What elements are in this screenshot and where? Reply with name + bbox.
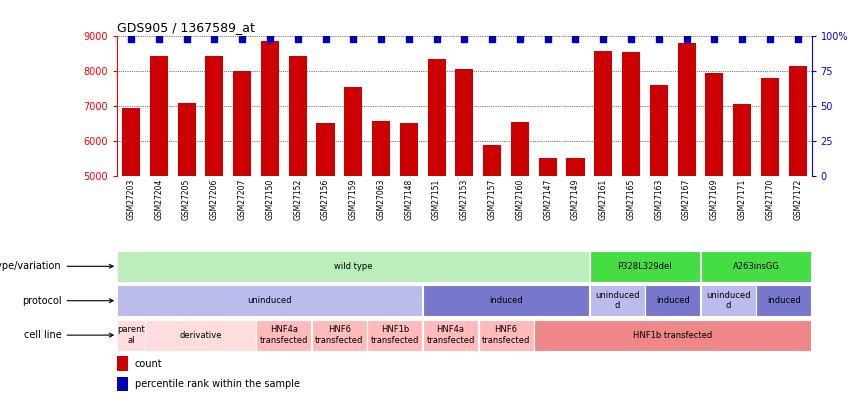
Text: GDS905 / 1367589_at: GDS905 / 1367589_at xyxy=(117,21,255,34)
Bar xyxy=(122,108,140,176)
Bar xyxy=(589,285,645,316)
Text: uninduced
d: uninduced d xyxy=(595,291,640,310)
Bar xyxy=(400,123,418,176)
Bar xyxy=(372,122,390,176)
Text: derivative: derivative xyxy=(180,330,221,340)
Text: parent
al: parent al xyxy=(117,326,145,345)
Bar xyxy=(595,51,612,176)
Text: induced: induced xyxy=(490,296,523,305)
Bar xyxy=(428,59,445,176)
Text: genotype/variation: genotype/variation xyxy=(0,261,113,271)
Bar xyxy=(117,377,128,391)
Text: protocol: protocol xyxy=(22,296,113,306)
Bar xyxy=(178,103,195,176)
Bar xyxy=(645,285,700,316)
Bar xyxy=(534,320,812,351)
Bar xyxy=(206,56,223,176)
Bar xyxy=(145,320,256,351)
Text: HNF4a
transfected: HNF4a transfected xyxy=(426,326,475,345)
Text: uninduced: uninduced xyxy=(247,296,293,305)
Bar xyxy=(256,320,312,351)
Bar xyxy=(117,285,423,316)
Text: P328L329del: P328L329del xyxy=(618,262,672,271)
Text: HNF1b transfected: HNF1b transfected xyxy=(633,330,713,340)
Bar xyxy=(650,85,667,176)
Bar xyxy=(423,285,589,316)
Bar xyxy=(622,52,640,176)
Text: percentile rank within the sample: percentile rank within the sample xyxy=(135,379,299,389)
Bar xyxy=(456,68,473,176)
Bar xyxy=(117,356,128,371)
Bar xyxy=(483,145,501,176)
Text: wild type: wild type xyxy=(334,262,372,271)
Text: HNF6
transfected: HNF6 transfected xyxy=(482,326,530,345)
Bar xyxy=(589,251,700,282)
Bar xyxy=(345,87,362,176)
Bar xyxy=(789,66,806,176)
Bar xyxy=(317,123,334,176)
Bar xyxy=(367,320,423,351)
Text: uninduced
d: uninduced d xyxy=(706,291,751,310)
Bar xyxy=(511,122,529,176)
Bar xyxy=(700,251,812,282)
Bar xyxy=(289,56,306,176)
Bar xyxy=(733,104,751,176)
Text: count: count xyxy=(135,359,162,369)
Text: HNF6
transfected: HNF6 transfected xyxy=(315,326,364,345)
Bar xyxy=(423,320,478,351)
Text: HNF4a
transfected: HNF4a transfected xyxy=(260,326,308,345)
Bar xyxy=(117,251,589,282)
Text: induced: induced xyxy=(656,296,689,305)
Text: HNF1b
transfected: HNF1b transfected xyxy=(371,326,419,345)
Bar xyxy=(761,78,779,176)
Bar xyxy=(756,285,812,316)
Bar xyxy=(700,285,756,316)
Bar xyxy=(261,40,279,176)
Text: induced: induced xyxy=(767,296,800,305)
Bar xyxy=(312,320,367,351)
Text: A263insGG: A263insGG xyxy=(733,262,779,271)
Bar xyxy=(117,320,145,351)
Bar xyxy=(233,71,251,176)
Bar xyxy=(567,158,584,176)
Bar xyxy=(478,320,534,351)
Bar xyxy=(539,158,556,176)
Bar xyxy=(150,56,168,176)
Text: cell line: cell line xyxy=(24,330,113,340)
Bar xyxy=(678,43,695,176)
Bar xyxy=(706,73,723,176)
